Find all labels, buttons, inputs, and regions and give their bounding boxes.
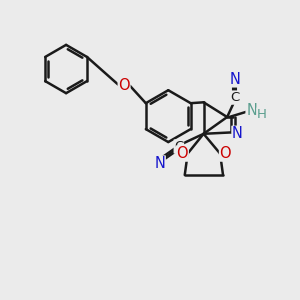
Text: H: H bbox=[257, 108, 267, 121]
Text: N: N bbox=[230, 72, 240, 87]
Text: O: O bbox=[118, 78, 130, 93]
Text: N: N bbox=[246, 103, 257, 118]
Text: N: N bbox=[232, 126, 243, 141]
Text: C: C bbox=[230, 91, 239, 104]
Text: N: N bbox=[154, 156, 165, 171]
Text: C: C bbox=[174, 140, 184, 153]
Text: O: O bbox=[177, 146, 188, 161]
Text: O: O bbox=[220, 146, 231, 161]
